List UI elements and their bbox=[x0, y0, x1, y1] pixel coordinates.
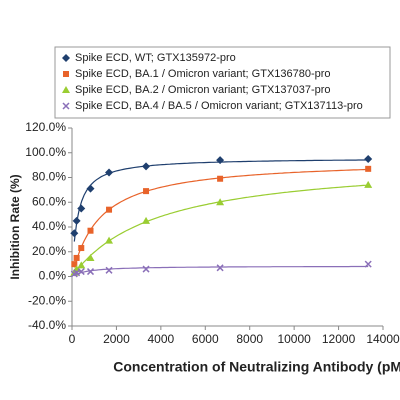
data-point bbox=[216, 264, 224, 272]
data-point bbox=[216, 198, 225, 206]
data-point bbox=[217, 175, 224, 182]
y-tick-label: 40.0% bbox=[32, 219, 66, 233]
data-point bbox=[77, 204, 86, 213]
data-point bbox=[216, 156, 225, 165]
data-point bbox=[364, 180, 373, 188]
data-point bbox=[143, 188, 150, 195]
data-point bbox=[86, 184, 95, 193]
legend-box bbox=[54, 46, 391, 119]
y-tick-label: 80.0% bbox=[32, 170, 66, 184]
data-point bbox=[86, 268, 95, 276]
data-point bbox=[77, 268, 85, 276]
x-tick-label: 4000 bbox=[148, 332, 175, 346]
legend-label: Spike ECD, WT; GTX135972-pro bbox=[75, 52, 236, 64]
y-tick-label: -40.0% bbox=[28, 318, 66, 332]
data-point bbox=[142, 265, 150, 273]
y-tick-label: 0.0% bbox=[39, 269, 67, 283]
x-tick-label: 14000 bbox=[366, 332, 400, 346]
trend-line bbox=[73, 184, 369, 274]
data-point bbox=[73, 254, 80, 261]
y-tick-label: 120.0% bbox=[25, 120, 66, 134]
legend-label: Spike ECD, BA.1 / Omicron variant; GTX13… bbox=[75, 68, 331, 80]
legend-marker bbox=[62, 86, 70, 93]
legend-label: Spike ECD, BA.2 / Omicron variant; GTX13… bbox=[75, 84, 331, 96]
x-tick-label: 8000 bbox=[236, 332, 263, 346]
data-point bbox=[364, 154, 373, 163]
y-tick-label: 60.0% bbox=[32, 194, 66, 208]
data-point bbox=[71, 261, 78, 268]
legend-marker bbox=[62, 54, 70, 62]
trend-line bbox=[73, 168, 369, 268]
legend-marker bbox=[62, 102, 70, 110]
data-point bbox=[72, 216, 81, 225]
data-point bbox=[87, 227, 94, 234]
x-tick-label: 6000 bbox=[192, 332, 219, 346]
data-point bbox=[365, 165, 372, 172]
legend-marker bbox=[63, 71, 69, 77]
y-axis-label: Inhibition Rate (%) bbox=[8, 174, 22, 279]
data-point bbox=[86, 253, 95, 261]
x-tick-label: 2000 bbox=[103, 332, 130, 346]
x-axis-label: Concentration of Neutralizing Antibody (… bbox=[113, 359, 400, 375]
x-tick-label: 0 bbox=[69, 332, 76, 346]
legend-label: Spike ECD, BA.4 / BA.5 / Omicron variant… bbox=[75, 100, 363, 112]
data-point bbox=[105, 236, 114, 244]
trend-line bbox=[74, 265, 369, 276]
y-tick-label: 100.0% bbox=[25, 145, 66, 159]
x-tick-label: 12000 bbox=[322, 332, 356, 346]
data-point bbox=[77, 261, 86, 269]
data-point bbox=[70, 229, 79, 238]
y-tick-label: 20.0% bbox=[32, 244, 66, 258]
data-point bbox=[105, 266, 113, 274]
data-point bbox=[364, 260, 372, 268]
y-tick-label: -20.0% bbox=[28, 293, 66, 307]
data-point bbox=[106, 206, 113, 213]
data-point bbox=[142, 162, 151, 171]
data-point bbox=[105, 168, 114, 177]
data-point bbox=[142, 216, 151, 224]
x-tick-label: 10000 bbox=[277, 332, 311, 346]
data-point bbox=[78, 245, 85, 252]
